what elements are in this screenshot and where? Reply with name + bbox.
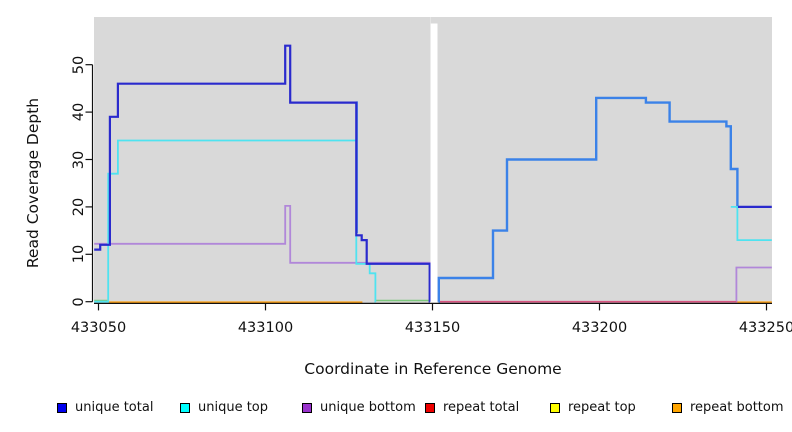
- x-tick-label: 433050: [70, 320, 127, 336]
- y-tick-label: 0: [71, 297, 87, 307]
- series-line-unique-total-top-overlap: [437, 96, 739, 303]
- series-line-unique-total: [94, 44, 431, 303]
- coverage-gap-notch: [430, 17, 438, 24]
- y-axis-title: Read Coverage Depth: [24, 97, 42, 269]
- legend-swatch-icon: [180, 403, 190, 413]
- legend-swatch-icon: [550, 403, 560, 413]
- legend-item-unique-top: unique top: [180, 401, 268, 415]
- legend-item-unique-bottom: unique bottom: [302, 401, 416, 415]
- legend-label: repeat bottom: [690, 400, 784, 415]
- legend-label: repeat top: [568, 400, 636, 415]
- y-tick-label: 30: [71, 150, 87, 169]
- y-tick-label: 50: [71, 55, 87, 74]
- x-axis-title: Coordinate in Reference Genome: [304, 360, 562, 378]
- series-line-unique-bottom: [735, 266, 772, 302]
- legend-item-repeat-top: repeat top: [550, 401, 636, 415]
- legend-swatch-icon: [302, 403, 312, 413]
- legend-swatch-icon: [425, 403, 435, 413]
- x-tick-label: 433200: [571, 320, 628, 336]
- legend-label: repeat total: [443, 400, 520, 415]
- x-tick-label: 433250: [738, 320, 792, 336]
- legend-item-repeat-total: repeat total: [425, 401, 519, 415]
- y-tick-label: 40: [71, 102, 87, 122]
- legend-label: unique total: [75, 400, 154, 415]
- legend-item-repeat-bottom: repeat bottom: [672, 401, 784, 415]
- x-tick-label: 433150: [404, 320, 461, 336]
- x-tick-label: 433100: [237, 320, 294, 336]
- legend-label: unique top: [198, 400, 269, 415]
- y-tick-label: 20: [71, 197, 87, 217]
- coverage-gap-band: [430, 16, 438, 306]
- legend-swatch-icon: [672, 403, 682, 413]
- legend-label: unique bottom: [320, 400, 416, 415]
- y-tick-label: 10: [71, 245, 87, 264]
- series-line-unique-top: [730, 206, 772, 241]
- legend-swatch-icon: [57, 403, 67, 413]
- legend-item-unique-total: unique total: [57, 401, 153, 415]
